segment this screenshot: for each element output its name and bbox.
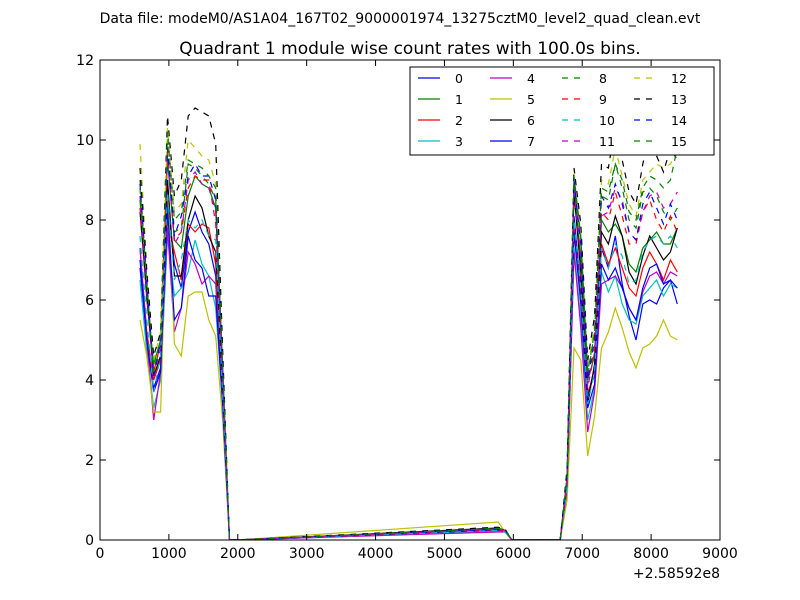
legend-box: [409, 66, 715, 156]
y-tick-label: 10: [76, 133, 94, 149]
x-tick-label: 8000: [633, 546, 669, 562]
series-line-1: [139, 159, 678, 540]
series-line-0: [139, 199, 678, 540]
legend-label-0: 0: [455, 71, 463, 86]
x-tick-label: 7000: [564, 546, 600, 562]
y-tick-label: 2: [85, 453, 94, 469]
legend-label-9: 9: [599, 92, 607, 107]
legend-label-10: 10: [599, 113, 615, 128]
series-line-13: [139, 107, 678, 540]
series-line-2: [139, 219, 678, 540]
tick-layer: 0 1000 2000 3000 4000 5000 6000 7000 8000 9000 0 2 4…: [76, 53, 738, 562]
y-tick-label: 4: [85, 373, 94, 389]
series-line-6: [139, 179, 678, 540]
x-offset-label: +2.58592e8: [633, 566, 720, 582]
chart-title: Quadrant 1 module wise count rates with …: [179, 39, 640, 59]
legend-label-13: 13: [671, 92, 687, 107]
legend-label-7: 7: [527, 134, 535, 149]
series-layer: [139, 107, 678, 540]
legend-label-4: 4: [527, 71, 535, 86]
y-tick-label: 8: [85, 213, 94, 229]
legend-label-1: 1: [455, 92, 463, 107]
legend-label-5: 5: [527, 92, 535, 107]
legend-label-14: 14: [671, 113, 687, 128]
legend-label-8: 8: [599, 71, 607, 86]
x-tick-label: 3000: [289, 546, 325, 562]
chart-suptitle: Data file: modeM0/AS1A04_167T02_90000019…: [100, 11, 701, 27]
x-tick-label: 2000: [220, 546, 256, 562]
x-tick-label: 6000: [496, 546, 532, 562]
series-line-3: [139, 235, 678, 540]
x-tick-label: 5000: [427, 546, 463, 562]
series-line-7: [139, 207, 678, 540]
x-tick-label: 0: [96, 546, 105, 562]
series-line-9: [139, 151, 678, 540]
x-tick-label: 1000: [151, 546, 187, 562]
x-tick-label: 9000: [702, 546, 738, 562]
legend-label-2: 2: [455, 113, 463, 128]
y-tick-label: 6: [85, 293, 94, 309]
y-tick-label: 12: [76, 53, 94, 69]
x-tick-label: 4000: [358, 546, 394, 562]
legend-label-3: 3: [455, 134, 463, 149]
series-line-12: [139, 127, 678, 540]
legend-label-6: 6: [527, 113, 535, 128]
series-line-5: [139, 179, 678, 540]
y-tick-label: 0: [85, 533, 94, 549]
legend-label-11: 11: [599, 134, 615, 149]
legend-label-15: 15: [671, 134, 687, 149]
legend-label-12: 12: [671, 71, 687, 86]
